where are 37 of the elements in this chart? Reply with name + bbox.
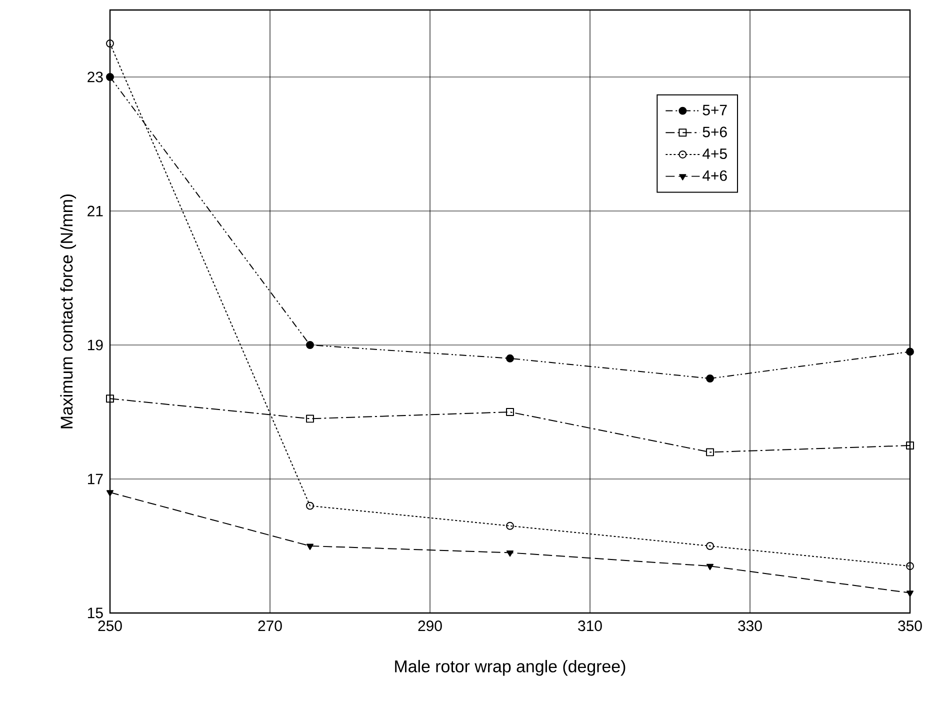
point xyxy=(106,490,114,496)
point xyxy=(106,394,114,403)
x-tick-label: 330 xyxy=(738,620,762,632)
point xyxy=(506,550,514,557)
point xyxy=(706,542,714,550)
x-tick-label: 250 xyxy=(98,620,122,632)
legend-label: 5+6 xyxy=(702,126,727,138)
point xyxy=(306,544,314,550)
y-tick-label: 21 xyxy=(88,206,103,216)
point xyxy=(306,341,314,349)
point xyxy=(506,354,514,362)
y-tick-label: 23 xyxy=(88,72,103,82)
point xyxy=(506,522,514,530)
x-tick-label: 270 xyxy=(258,620,282,632)
legend-label: 5+7 xyxy=(702,104,727,116)
y-axis-title: Maximum contact force (N/mm) xyxy=(60,194,76,428)
point xyxy=(706,564,714,570)
x-tick-label: 290 xyxy=(418,620,442,632)
point xyxy=(506,408,514,416)
y-tick-label: 19 xyxy=(88,340,103,350)
point xyxy=(906,348,914,356)
point xyxy=(306,414,314,423)
y-tick-label: 15 xyxy=(88,608,103,618)
point xyxy=(106,40,114,48)
x-tick-label: 350 xyxy=(898,620,922,632)
point xyxy=(906,442,914,450)
legend-label: 4+5 xyxy=(702,148,727,160)
point xyxy=(106,73,114,81)
x-axis-title: Male rotor wrap angle (degree) xyxy=(395,660,626,676)
point xyxy=(706,374,714,382)
point xyxy=(906,562,914,570)
point xyxy=(706,448,714,456)
point xyxy=(306,502,314,510)
legend-label: 4+6 xyxy=(702,170,727,181)
x-tick-label: 310 xyxy=(578,620,602,632)
point xyxy=(906,590,914,597)
y-tick-label: 17 xyxy=(88,474,103,484)
